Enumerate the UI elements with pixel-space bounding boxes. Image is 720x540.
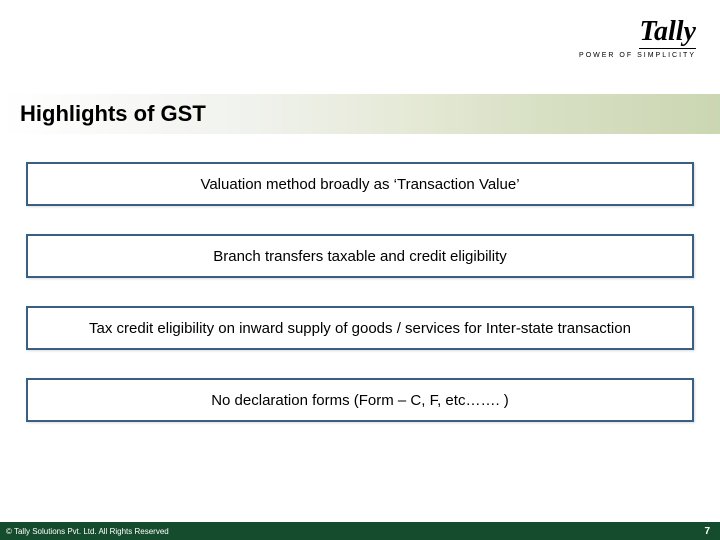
highlight-box: Tax credit eligibility on inward supply … (26, 306, 694, 350)
highlight-text: Branch transfers taxable and credit elig… (205, 248, 514, 265)
slide-title: Highlights of GST (20, 101, 206, 127)
logo-area: Tally POWER OF SIMPLICITY (579, 18, 696, 59)
highlight-box: No declaration forms (Form – C, F, etc……… (26, 378, 694, 422)
highlight-text: Tax credit eligibility on inward supply … (81, 320, 639, 337)
highlight-box: Branch transfers taxable and credit elig… (26, 234, 694, 278)
footer-copyright: © Tally Solutions Pvt. Ltd. All Rights R… (6, 527, 169, 536)
logo-tagline: POWER OF SIMPLICITY (579, 52, 696, 59)
highlight-text: No declaration forms (Form – C, F, etc……… (203, 392, 517, 409)
footer-bar: © Tally Solutions Pvt. Ltd. All Rights R… (0, 522, 720, 540)
page-number: 7 (704, 526, 710, 537)
highlight-box: Valuation method broadly as ‘Transaction… (26, 162, 694, 206)
logo-brand: Tally (639, 18, 696, 49)
title-bar: Highlights of GST (0, 94, 720, 134)
highlight-text: Valuation method broadly as ‘Transaction… (192, 176, 527, 193)
highlight-boxes: Valuation method broadly as ‘Transaction… (26, 162, 694, 450)
slide-container: Tally POWER OF SIMPLICITY Highlights of … (0, 0, 720, 540)
